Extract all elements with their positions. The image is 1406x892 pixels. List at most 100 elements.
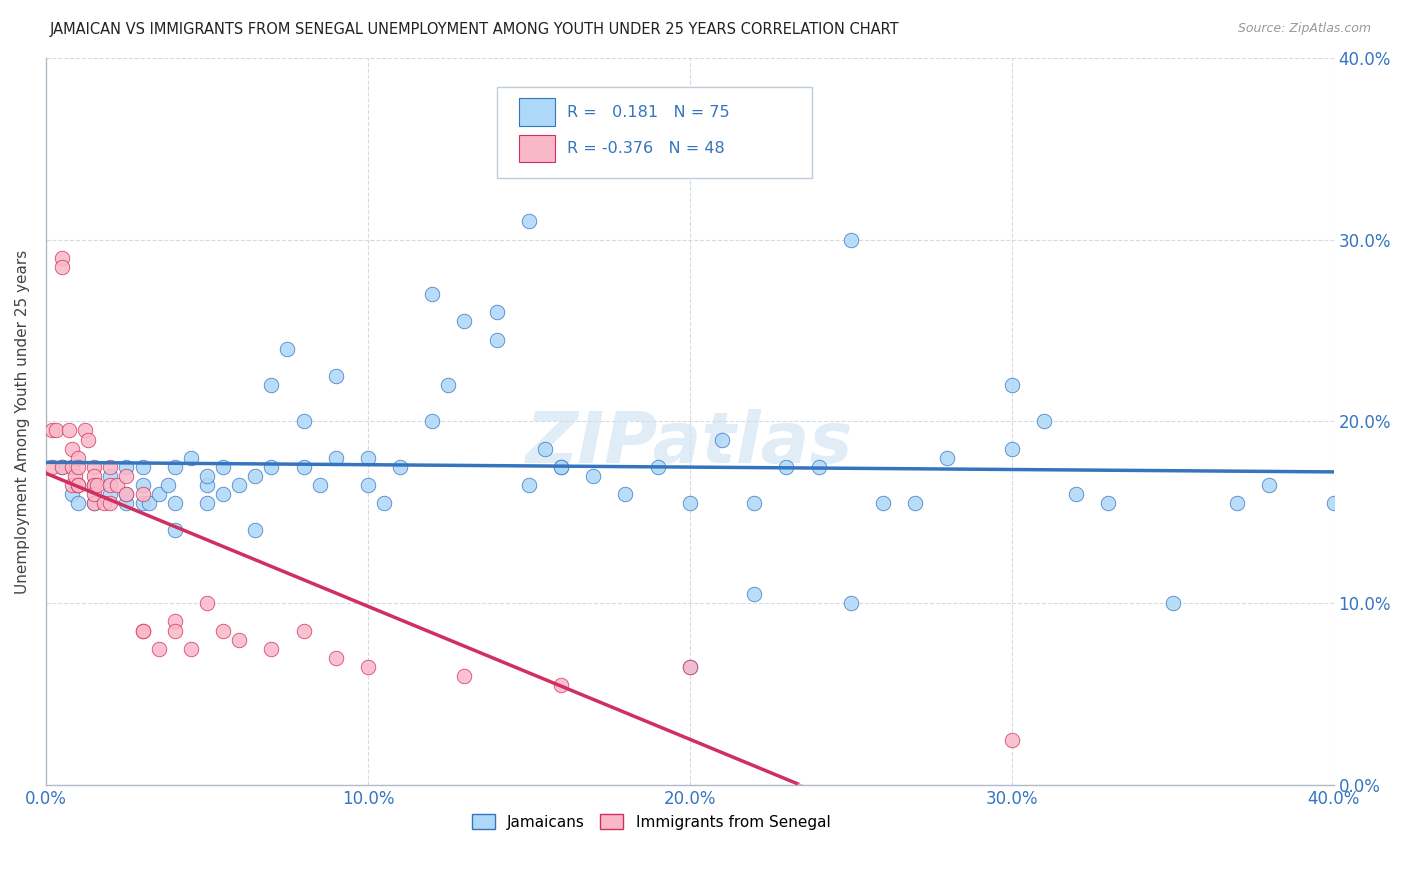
Point — [1001, 378, 1024, 392]
Point — [260, 378, 283, 392]
Point — [212, 459, 235, 474]
Point — [839, 233, 862, 247]
Point — [163, 496, 186, 510]
Point — [98, 459, 121, 474]
Point — [1161, 596, 1184, 610]
Point — [245, 469, 267, 483]
Point — [325, 368, 347, 383]
Point — [131, 478, 153, 492]
Point — [60, 442, 83, 456]
Point — [245, 524, 267, 538]
Point — [357, 478, 380, 492]
Point — [614, 487, 637, 501]
Point — [163, 615, 186, 629]
Point — [115, 469, 138, 483]
Point — [582, 469, 605, 483]
Point — [51, 459, 73, 474]
Point — [180, 450, 202, 465]
Point — [83, 487, 105, 501]
Point — [195, 478, 218, 492]
Point — [1064, 487, 1087, 501]
Point — [98, 478, 121, 492]
Point — [228, 632, 250, 647]
Point — [373, 496, 395, 510]
Point — [292, 624, 315, 638]
Point — [148, 641, 170, 656]
Point — [534, 442, 557, 456]
Point — [51, 459, 73, 474]
Point — [228, 478, 250, 492]
Point — [292, 459, 315, 474]
Point — [485, 305, 508, 319]
Point — [325, 450, 347, 465]
Point — [679, 660, 702, 674]
Point — [195, 596, 218, 610]
Point — [1032, 414, 1054, 428]
Text: R = -0.376   N = 48: R = -0.376 N = 48 — [568, 141, 725, 156]
Point — [872, 496, 894, 510]
Y-axis label: Unemployment Among Youth under 25 years: Unemployment Among Youth under 25 years — [15, 249, 30, 593]
Point — [1323, 496, 1346, 510]
Point — [357, 450, 380, 465]
Point — [163, 459, 186, 474]
Point — [453, 314, 475, 328]
Point — [839, 596, 862, 610]
FancyBboxPatch shape — [496, 87, 813, 178]
Point — [195, 469, 218, 483]
Point — [550, 459, 572, 474]
Point — [517, 478, 540, 492]
Point — [679, 660, 702, 674]
Point — [60, 459, 83, 474]
Point — [76, 433, 98, 447]
FancyBboxPatch shape — [519, 98, 554, 126]
Point — [292, 414, 315, 428]
Point — [115, 459, 138, 474]
Point — [115, 487, 138, 501]
Point — [73, 424, 96, 438]
Point — [51, 251, 73, 265]
Point — [115, 487, 138, 501]
Point — [904, 496, 927, 510]
Point — [157, 478, 180, 492]
Point — [93, 496, 115, 510]
Point — [45, 424, 67, 438]
Text: R =   0.181   N = 75: R = 0.181 N = 75 — [568, 104, 730, 120]
Point — [1001, 442, 1024, 456]
Point — [437, 378, 460, 392]
Point — [420, 414, 443, 428]
Point — [83, 496, 105, 510]
Point — [51, 260, 73, 274]
Point — [83, 469, 105, 483]
Point — [131, 624, 153, 638]
Point — [550, 678, 572, 692]
Point — [83, 478, 105, 492]
Point — [63, 469, 86, 483]
Point — [41, 459, 63, 474]
Point — [212, 487, 235, 501]
Point — [195, 496, 218, 510]
Point — [83, 459, 105, 474]
Point — [212, 624, 235, 638]
Point — [67, 478, 90, 492]
Point — [325, 650, 347, 665]
Point — [131, 487, 153, 501]
Point — [98, 487, 121, 501]
Point — [67, 496, 90, 510]
Point — [67, 459, 90, 474]
Point — [67, 450, 90, 465]
Point — [357, 660, 380, 674]
Point — [86, 478, 108, 492]
Point — [98, 496, 121, 510]
Point — [60, 487, 83, 501]
Point — [1258, 478, 1281, 492]
Point — [742, 496, 765, 510]
Text: Source: ZipAtlas.com: Source: ZipAtlas.com — [1237, 22, 1371, 36]
Point — [83, 496, 105, 510]
Point — [742, 587, 765, 601]
Point — [276, 342, 298, 356]
Point — [163, 524, 186, 538]
Point — [98, 469, 121, 483]
Point — [260, 459, 283, 474]
Point — [60, 478, 83, 492]
Point — [389, 459, 412, 474]
